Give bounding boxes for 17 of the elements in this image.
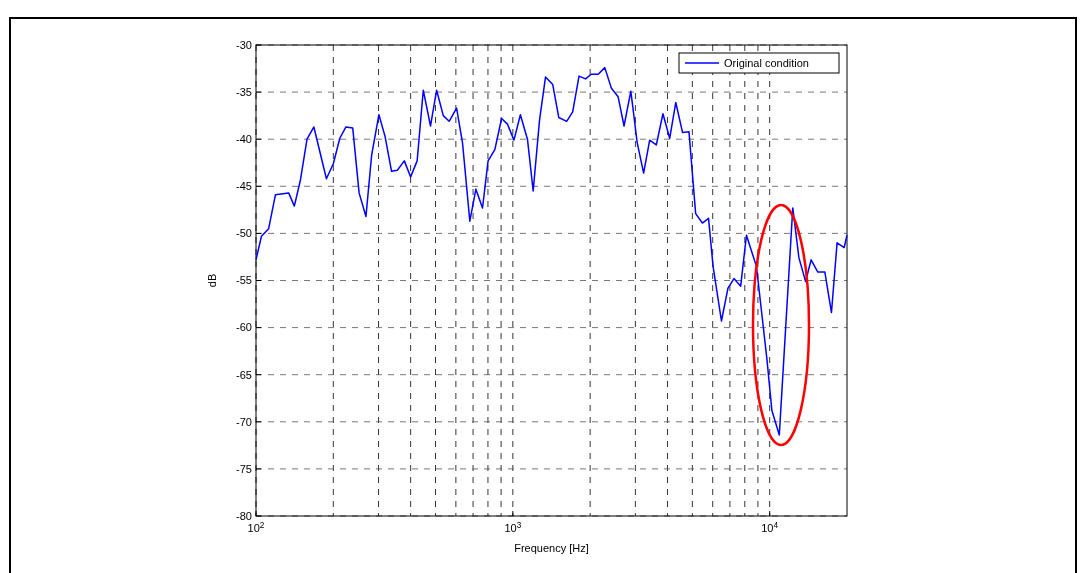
y-axis-title: dB [206,273,218,288]
legend-label: Original condition [724,56,809,69]
y-tick-label: -75 [236,462,252,475]
y-tick-label: -30 [236,38,252,51]
x-tick-label: 10$^{4}$ [761,520,779,534]
y-tick-label: -60 [236,321,252,334]
y-tick-label: -35 [236,85,252,98]
y-tick-label: -65 [236,368,252,381]
x-tick-label: 10$^{3}$ [504,520,522,534]
x-tick-label: 10$^{2}$ [247,520,265,534]
x-axis-title: Frequency [Hz] [514,542,589,554]
y-tick-label: -50 [236,227,252,240]
y-tick-label: -80 [236,509,252,522]
y-tick-label: -45 [236,180,252,193]
y-tick-label: -40 [236,133,252,146]
y-tick-label: -55 [236,274,252,287]
y-tick-label: -70 [236,415,252,428]
